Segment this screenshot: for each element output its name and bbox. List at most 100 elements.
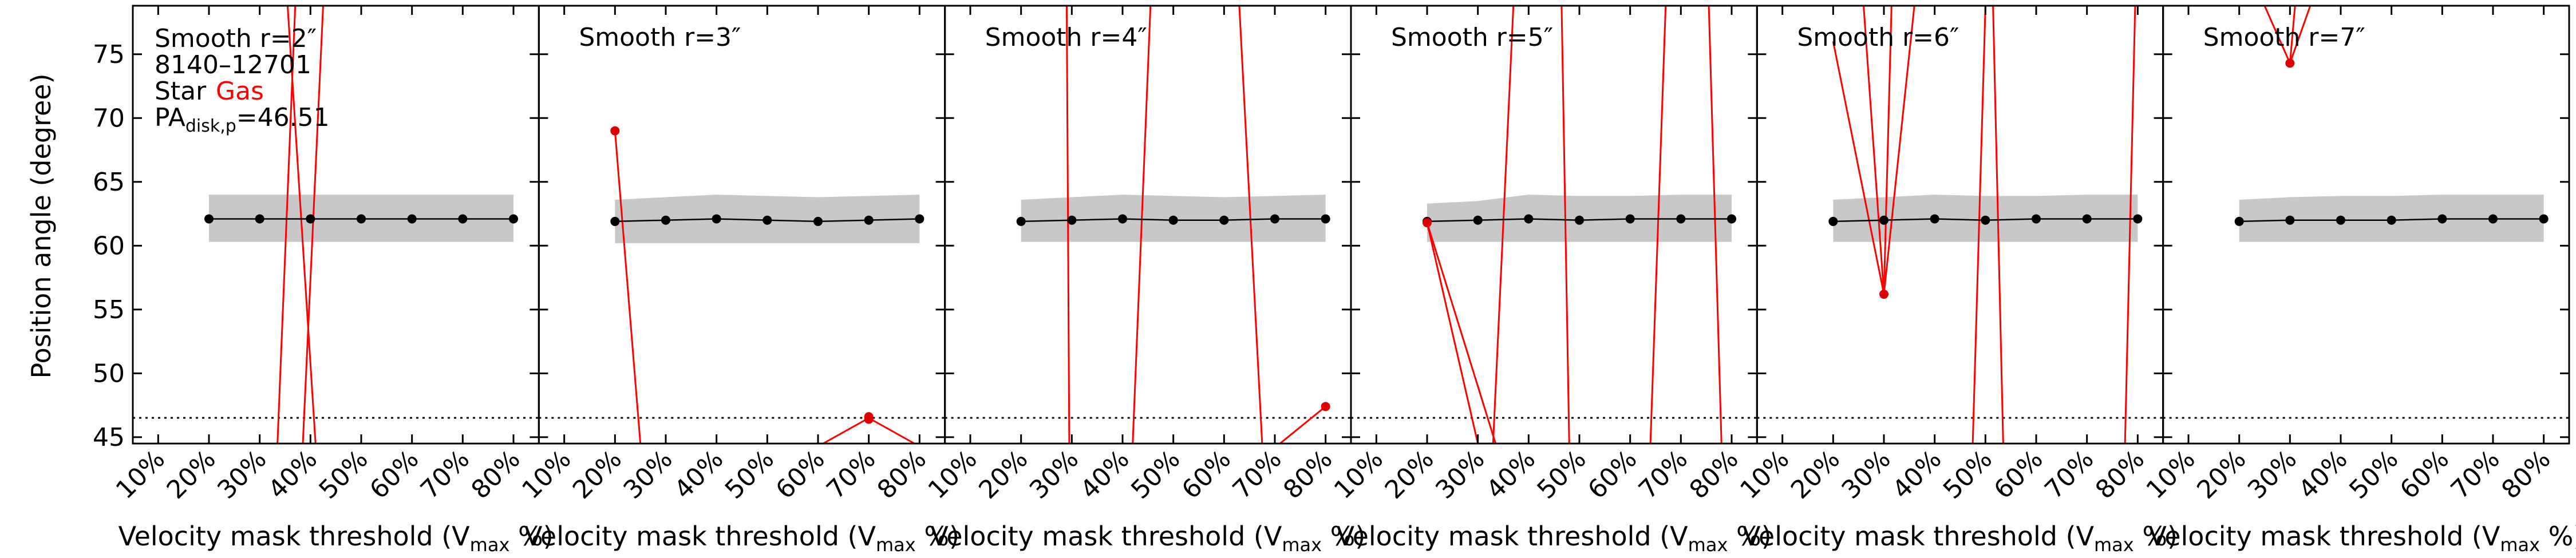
plot-area [1351,6,1757,444]
star-point-1 [1016,216,1026,226]
gas-line-1 [2263,6,2291,64]
y-tick-label-55: 55 [93,295,125,324]
gas-line-3 [2289,6,2296,64]
x-tick-label-2: 20% [161,445,222,505]
legend-star-label: Star [155,77,207,106]
gas-point-3 [864,412,874,422]
star-point-7 [2539,214,2549,224]
gas-point-1 [1321,402,1330,411]
x-tick-label-8: 80% [1278,445,1338,505]
star-point-2 [255,214,264,224]
x-axis-label-main: Velocity mask threshold (V [930,521,1282,552]
star-point-3 [1524,214,1534,224]
x-axis-label-tail: %) [1322,521,1365,552]
gas-line-1 [1065,6,1070,444]
legend-pa-disk: PAdisk,p=46.51 [155,103,330,136]
x-axis-label-sub: max [2500,534,2540,556]
star-point-1 [1828,216,1838,226]
legend: 8140–12701 Star Gas PAdisk,p=46.51 [155,50,330,136]
star-point-6 [1270,214,1279,224]
x-tick-label-6: 60% [1989,445,2049,505]
gas-line-6 [1992,6,2004,444]
x-axis-label-main: Velocity mask threshold (V [1743,521,2095,552]
gas-line-3 [302,6,324,444]
y-axis-label: Position angle (degree) [26,73,57,378]
star-point-3 [712,214,721,224]
y-tick-label-70: 70 [93,104,125,133]
x-tick-label-3: 30% [2242,445,2302,505]
x-axis-label: Velocity mask threshold (Vmax %) [1743,521,2178,556]
panel-title: Smooth r=7″ [2203,23,2365,52]
x-tick-label-1: 10% [923,445,983,505]
star-point-3 [1118,214,1127,224]
gas-line-4 [1883,6,1915,295]
star-point-6 [864,215,874,225]
gas-line-2 [2289,6,2312,64]
x-tick-label-1: 10% [1735,445,1795,505]
gas-line-5 [1649,6,1667,444]
panel-title: Smooth r=4″ [985,23,1147,52]
x-tick-label-8: 80% [2496,445,2556,505]
x-axis-label-tail: %) [916,521,959,552]
x-axis-label-main: Velocity mask threshold (V [118,521,471,552]
star-point-4 [762,215,772,225]
x-tick-label-8: 80% [1684,445,1744,505]
y-tick-label-75: 75 [93,40,125,69]
legend-pa-sub: disk,p [185,116,236,136]
x-tick-label-1: 10% [2141,445,2201,505]
star-point-2 [661,215,670,225]
x-tick-label-1: 10% [110,445,171,505]
star-point-7 [2133,214,2143,224]
x-tick-label-1: 10% [1329,445,1389,505]
star-point-1 [2234,216,2244,226]
plot-area [945,6,1351,444]
x-axis-label-main: Velocity mask threshold (V [524,521,876,552]
panels-layer: 4550556065707510%20%30%40%50%60%70%80%Sm… [93,5,2576,556]
x-tick-label-6: 60% [1582,445,1642,505]
star-point-6 [2488,214,2498,224]
x-tick-label-5: 50% [1938,445,1998,505]
gas-line-2 [1132,6,1152,444]
legend-galaxy-id: 8140–12701 [155,50,311,80]
star-point-4 [2387,215,2396,225]
x-axis-label: Velocity mask threshold (Vmax %) [930,521,1365,556]
x-tick-label-7: 70% [821,445,881,505]
star-point-2 [1473,215,1483,225]
star-point-4 [1168,215,1178,225]
star-point-6 [1676,214,1686,224]
x-tick-label-2: 20% [567,445,627,505]
star-point-7 [915,214,924,224]
x-axis-label: Velocity mask threshold (Vmax %) [118,521,554,556]
gas-line-3 [1238,6,1263,444]
gas-line-3 [868,417,915,444]
x-tick-label-6: 60% [364,445,424,505]
gas-line-2 [1863,6,1885,295]
x-axis-label-sub: max [1688,534,1728,556]
panel-5: 10%20%30%40%50%60%70%80% Smooth r=6″ Veloc… [1735,5,2178,556]
x-axis-label-tail: %) [2540,521,2576,552]
x-axis-label-main: Velocity mask threshold (V [1337,521,1689,552]
gas-point-1 [2285,58,2295,68]
gas-line-2 [286,6,317,444]
gas-line-4 [1560,6,1570,444]
panel-title: Smooth r=3″ [579,23,741,52]
star-point-5 [813,216,823,226]
panel-3: 10%20%30%40%50%60%70%80% Smooth r=4″ Veloc… [923,5,1365,556]
legend-gas-label: Gas [216,77,264,106]
panel-title: Smooth r=2″ [155,24,317,53]
x-tick-label-8: 80% [872,445,932,505]
x-tick-label-2: 20% [973,445,1033,505]
x-axis-label: Velocity mask threshold (Vmax %) [2148,521,2576,556]
x-tick-label-4: 40% [669,445,729,505]
panel-title: Smooth r=5″ [1391,23,1553,52]
gas-line-3 [1492,6,1515,444]
x-tick-label-5: 50% [2344,445,2404,505]
gas-line-2 [823,417,870,444]
x-tick-label-4: 40% [1887,445,1947,505]
y-tick-label-65: 65 [93,168,125,197]
x-tick-label-4: 40% [1481,445,1541,505]
x-tick-label-5: 50% [1125,445,1186,505]
star-point-5 [2032,214,2041,224]
x-tick-label-5: 50% [720,445,780,505]
